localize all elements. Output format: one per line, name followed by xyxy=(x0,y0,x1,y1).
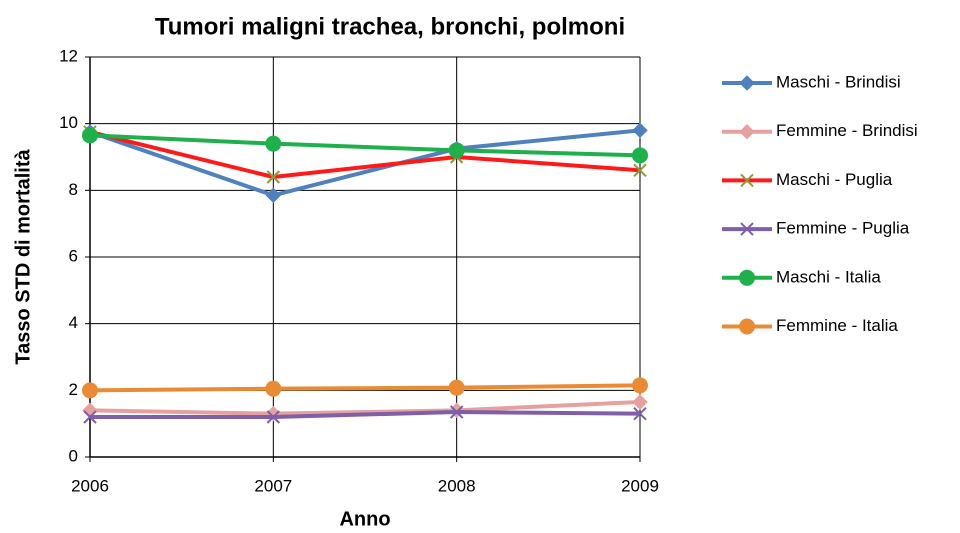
series-line xyxy=(89,133,641,158)
marker xyxy=(83,410,97,424)
marker xyxy=(82,127,98,144)
legend-marker xyxy=(739,123,755,140)
y-tick-label: 4 xyxy=(69,313,78,332)
series-line xyxy=(90,410,641,419)
marker xyxy=(633,406,647,421)
legend-label: Maschi - Italia xyxy=(776,267,881,286)
x-tick-label: 2009 xyxy=(621,476,659,495)
marker xyxy=(632,122,648,139)
x-tick-label: 2006 xyxy=(71,476,109,495)
marker xyxy=(632,394,648,410)
marker xyxy=(266,410,281,424)
marker xyxy=(633,163,647,178)
y-tick-label: 10 xyxy=(59,113,78,132)
marker xyxy=(449,405,464,419)
marker xyxy=(448,142,465,159)
series-line xyxy=(89,130,641,179)
marker xyxy=(265,187,282,204)
y-axis-label: Tasso STD di mortalità xyxy=(12,149,34,365)
legend-marker xyxy=(740,173,754,188)
chart-title: Tumori maligni trachea, bronchi, polmoni xyxy=(155,13,625,40)
marker xyxy=(632,147,648,164)
marker xyxy=(266,170,281,184)
legend-marker xyxy=(739,318,755,335)
legend-marker xyxy=(739,75,755,91)
marker xyxy=(265,380,282,397)
y-tick-label: 12 xyxy=(59,46,78,65)
x-axis-label: Anno xyxy=(339,508,390,530)
legend-marker xyxy=(739,269,755,286)
legend-label: Femmine - Brindisi xyxy=(776,121,918,140)
marker xyxy=(82,382,98,399)
series-line xyxy=(89,128,641,198)
marker xyxy=(265,135,282,152)
legend-label: Femmine - Italia xyxy=(776,316,898,335)
legend-label: Maschi - Puglia xyxy=(776,170,893,189)
x-tick-label: 2008 xyxy=(438,476,476,495)
x-tick-label: 2007 xyxy=(254,476,292,495)
y-tick-label: 2 xyxy=(69,380,78,399)
legend-label: Femmine - Puglia xyxy=(776,219,910,238)
marker xyxy=(632,377,648,394)
legend-marker xyxy=(740,222,754,236)
y-tick-label: 8 xyxy=(69,180,78,199)
series-line xyxy=(89,383,641,393)
y-tick-label: 6 xyxy=(69,246,78,265)
marker xyxy=(448,379,465,396)
legend-label: Maschi - Brindisi xyxy=(776,72,901,91)
series-line xyxy=(89,400,641,416)
y-tick-label: 0 xyxy=(69,446,78,465)
